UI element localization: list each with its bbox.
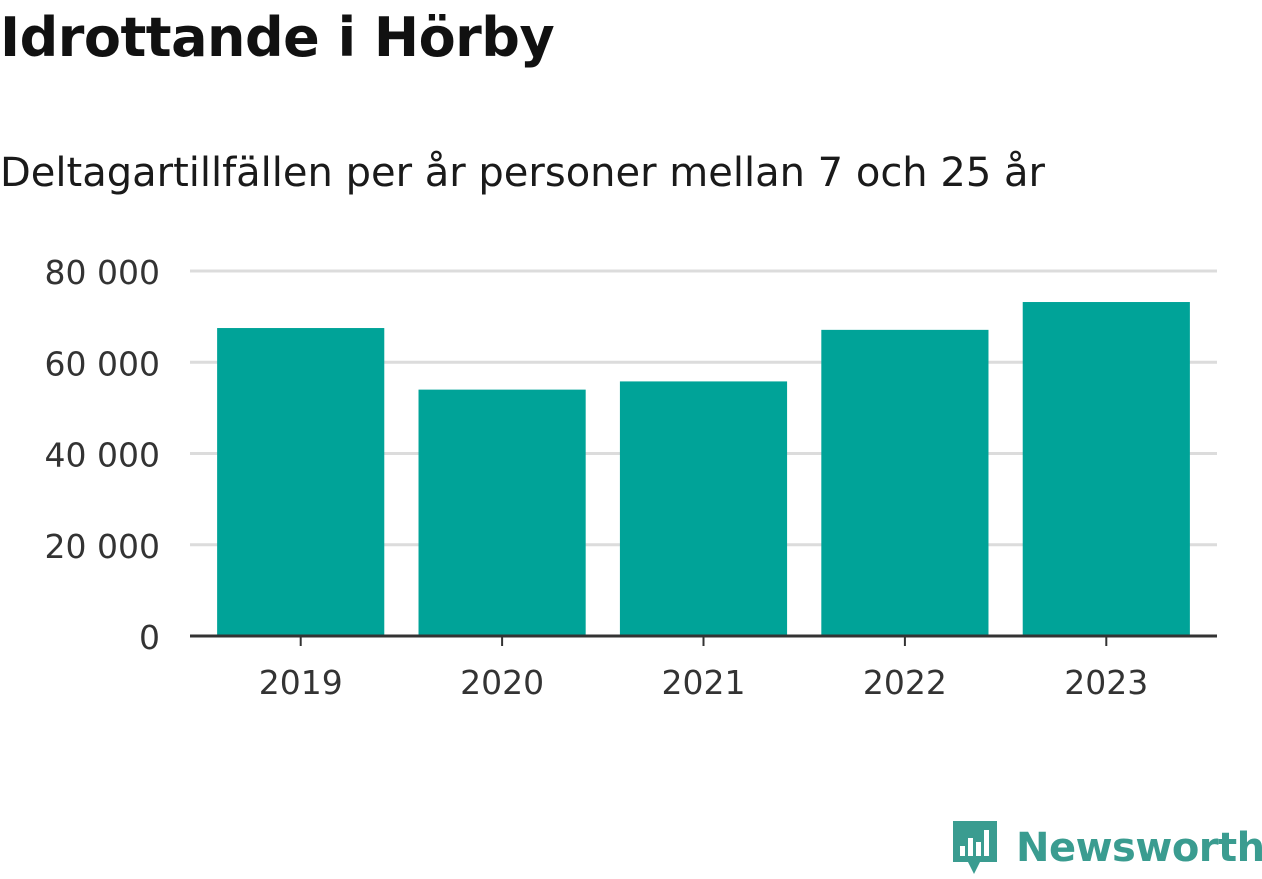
newsworthy-logo-icon <box>953 821 997 874</box>
x-tick-label: 2022 <box>863 663 947 702</box>
x-axis <box>190 634 1217 646</box>
y-tick-label: 20 000 <box>45 527 160 566</box>
x-tick-label: 2019 <box>259 663 343 702</box>
bar-2022 <box>821 329 989 636</box>
bar-2023 <box>1022 302 1190 636</box>
y-tick-label: 80 000 <box>45 253 160 292</box>
y-tick-label: 60 000 <box>45 344 160 383</box>
x-tick-label: 2021 <box>662 663 746 702</box>
chart-title: Idrottande i Hörby <box>0 6 555 69</box>
x-tick-label: 2020 <box>460 663 544 702</box>
x-axis-tick-labels: 2019 2020 2021 2022 2023 <box>259 663 1149 702</box>
bar-2021 <box>619 381 788 636</box>
bars <box>217 302 1190 636</box>
x-tick-label: 2023 <box>1064 663 1148 702</box>
y-tick-label: 40 000 <box>45 436 160 475</box>
chart-subtitle: Deltagartillfällen per år personer mella… <box>0 150 1045 196</box>
bar-2020 <box>418 389 586 636</box>
y-axis-tick-labels: 0 20 000 40 000 60 000 80 000 <box>45 253 160 657</box>
newsworthy-logo: Newsworthy <box>950 818 1262 878</box>
brand-name: Newsworthy <box>1016 825 1262 871</box>
y-tick-label: 0 <box>139 618 160 657</box>
bar-2019 <box>217 328 385 636</box>
